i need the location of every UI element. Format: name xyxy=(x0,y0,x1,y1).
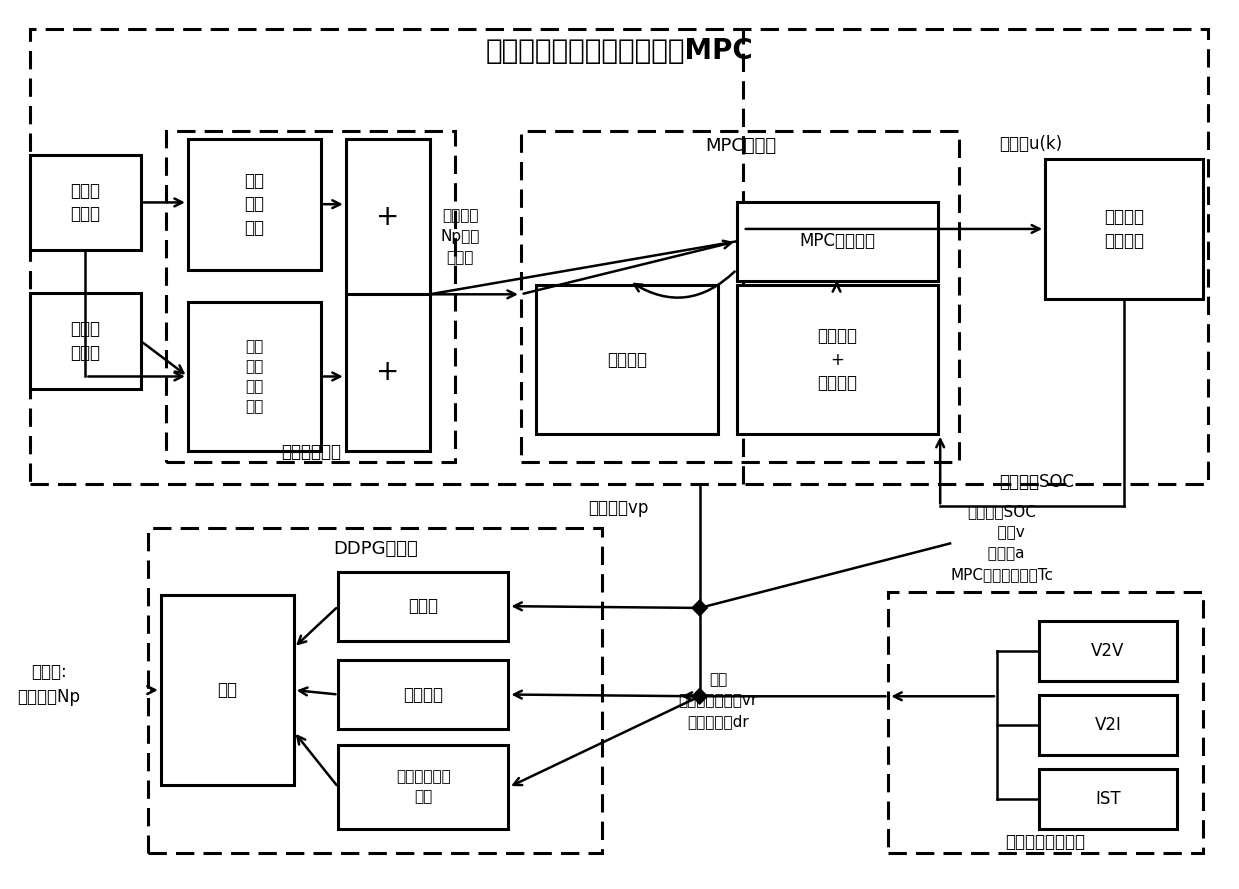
Text: 插电混合
动力汽车: 插电混合 动力汽车 xyxy=(1104,208,1144,250)
Bar xyxy=(30,293,141,388)
Text: +: + xyxy=(375,203,399,230)
Text: 基于双神经网络工况预测的MPC: 基于双神经网络工况预测的MPC xyxy=(486,37,753,66)
Bar xyxy=(346,139,430,451)
Bar xyxy=(737,285,938,434)
Bar xyxy=(1038,695,1177,756)
Text: MPC求解方法: MPC求解方法 xyxy=(799,232,875,251)
Text: 坡度
与前车相对车速vr
与前车距离dr: 坡度 与前车相对车速vr 与前车距离dr xyxy=(679,672,758,729)
Text: 观察量: 观察量 xyxy=(409,597,439,615)
Text: 车速
预测
网络: 车速 预测 网络 xyxy=(244,172,264,236)
Text: 目标函数
+
约束条件: 目标函数 + 约束条件 xyxy=(818,327,857,392)
Bar xyxy=(888,592,1203,853)
Bar xyxy=(1044,159,1203,299)
Text: +: + xyxy=(375,358,399,387)
Bar xyxy=(30,155,141,250)
Text: 车速误
差序列: 车速误 差序列 xyxy=(71,320,100,362)
Bar xyxy=(338,660,508,729)
Text: V2I: V2I xyxy=(1094,717,1121,734)
Bar xyxy=(1038,621,1177,681)
Text: 控制量u(k): 控制量u(k) xyxy=(1000,135,1063,153)
Polygon shape xyxy=(691,687,709,705)
Bar xyxy=(166,131,456,462)
Text: 动力电池SOC
    车速v
  加速度a
MPC单步计算时间Tc: 动力电池SOC 车速v 加速度a MPC单步计算时间Tc xyxy=(950,504,1053,582)
Text: 车速
误差
预测
网络: 车速 误差 预测 网络 xyxy=(245,340,264,413)
Text: 动力电池SOC: 动力电池SOC xyxy=(1000,473,1074,491)
Text: V2V: V2V xyxy=(1092,642,1125,661)
Bar xyxy=(30,29,1208,485)
Text: 预测时域
Np内速
度序列: 预测时域 Np内速 度序列 xyxy=(441,208,479,266)
Bar xyxy=(338,572,508,641)
Bar xyxy=(535,285,719,434)
Bar xyxy=(161,595,294,785)
Text: 预测模型: 预测模型 xyxy=(607,350,647,369)
Text: 控制量:
预测时域Np: 控制量: 预测时域Np xyxy=(17,663,81,706)
Text: 历史车
速序列: 历史车 速序列 xyxy=(71,181,100,223)
Polygon shape xyxy=(691,599,709,617)
Text: MPC控制器: MPC控制器 xyxy=(705,137,776,155)
Bar xyxy=(149,527,602,853)
Bar xyxy=(1038,769,1177,829)
Text: 交通信息获取模块: 交通信息获取模块 xyxy=(1005,833,1085,851)
Bar xyxy=(188,139,321,269)
Text: IST: IST xyxy=(1095,789,1121,808)
Text: 代理: 代理 xyxy=(217,681,237,699)
Bar xyxy=(737,202,938,281)
Text: 工况预测模块: 工况预测模块 xyxy=(281,443,341,461)
Bar xyxy=(520,131,959,462)
Bar xyxy=(188,302,321,451)
Text: DDPG控制器: DDPG控制器 xyxy=(333,540,418,557)
Text: 程序提前终止
条件: 程序提前终止 条件 xyxy=(396,770,451,805)
Text: 奖励函数: 奖励函数 xyxy=(404,685,444,703)
Bar xyxy=(338,745,508,829)
Text: 预测车速vp: 预测车速vp xyxy=(589,499,649,517)
